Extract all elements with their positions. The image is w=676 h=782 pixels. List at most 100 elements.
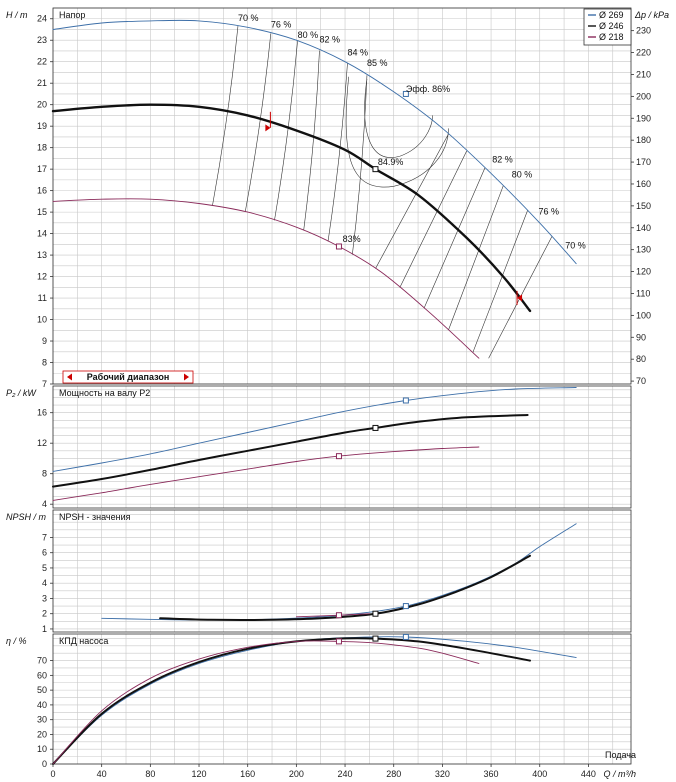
iso-efficiency-line	[303, 50, 320, 231]
y-axis-label: P₂ / kW	[6, 388, 37, 398]
x-tick-label: 200	[289, 769, 304, 779]
y-tick-label: 4	[42, 499, 47, 509]
y-tick-label: 15	[37, 207, 47, 217]
y-tick-label: 19	[37, 121, 47, 131]
panel-frame	[52, 633, 632, 765]
panel-head: 7 8 9 10 11 12 13 14 15 16 17 18 19 20 21 22 23 24 H / m На…	[6, 7, 669, 389]
y-tick-label: 18	[37, 143, 47, 153]
duty-point-marker	[372, 166, 379, 173]
x-axis-label: Q / m³/h	[603, 769, 636, 779]
series-line-218	[52, 198, 480, 359]
duty-point-marker	[402, 397, 409, 404]
y-right-tick-label: 70	[636, 376, 646, 386]
y-axis-label: η / %	[6, 636, 27, 646]
y-tick-label: 60	[37, 670, 47, 680]
y-tick-label: 10	[37, 315, 47, 325]
efficiency-label: 80 %	[512, 170, 533, 180]
x-tick-label: 400	[532, 769, 547, 779]
y-tick-label: 16	[37, 186, 47, 196]
y-tick-label: 24	[37, 14, 47, 24]
iso-efficiency-line	[472, 210, 528, 353]
series-line-269	[101, 523, 577, 621]
panel-frame	[52, 385, 632, 509]
x-tick-label: 320	[435, 769, 450, 779]
x-tick-label: 40	[97, 769, 107, 779]
y-tick-label: 20	[37, 729, 47, 739]
operating-range-label: Рабочий диапазон	[87, 372, 170, 382]
efficiency-label: 82 %	[492, 155, 513, 165]
iso-efficiency-loop	[345, 76, 449, 188]
series-line-218	[52, 640, 480, 765]
duty-point-marker	[335, 453, 342, 460]
y-tick-label: 11	[38, 293, 47, 303]
iso-efficiency-line	[244, 33, 272, 212]
arrow-right-icon	[184, 373, 189, 381]
duty-point-marker	[335, 243, 342, 250]
y-tick-label: 9	[42, 336, 47, 346]
efficiency-label: 80 %	[298, 30, 319, 40]
iso-efficiency-line	[212, 26, 239, 206]
y-tick-label: 3	[42, 593, 47, 603]
x-axis-caption: Подача	[605, 750, 636, 760]
iso-efficiency-line	[274, 40, 298, 221]
y-right-tick-label: 130	[636, 245, 651, 255]
y-right-tick-label: 180	[636, 135, 651, 145]
legend-label: Ø 269	[599, 10, 624, 20]
iso-efficiency-line	[375, 133, 449, 269]
y-tick-label: 12	[37, 438, 47, 448]
series-line-246	[52, 414, 529, 488]
y-axis-label: NPSH / m	[6, 512, 47, 522]
efficiency-label: 70 %	[565, 241, 586, 251]
y-tick-label: 6	[42, 548, 47, 558]
y-right-tick-label: 80	[636, 354, 646, 364]
series-line-269	[52, 19, 577, 265]
panel-npsh: 1 2 3 4 5 6 7 NPSH / m NPSH - значения	[6, 509, 632, 634]
y-tick-label: 17	[37, 164, 47, 174]
y-right-tick-label: 150	[636, 201, 651, 211]
panel-title: КПД насоса	[59, 636, 108, 646]
panel-title: Напор	[59, 10, 85, 20]
efficiency-label: 84 %	[347, 47, 368, 57]
iso-efficiency-line	[399, 150, 467, 288]
x-tick-label: 280	[386, 769, 401, 779]
panel-title: NPSH - значения	[59, 512, 131, 522]
x-tick-label: 80	[145, 769, 155, 779]
operating-range-box	[62, 370, 194, 384]
efficiency-label: 84.9%	[378, 157, 404, 167]
efficiency-label: Эфф. 86%	[406, 84, 450, 94]
y-right-tick-label: 230	[636, 26, 651, 36]
y-tick-label: 30	[37, 715, 47, 725]
duty-point-marker	[402, 633, 409, 640]
y-right-tick-label: 140	[636, 223, 651, 233]
y-right-tick-label: 120	[636, 267, 651, 277]
panel-efficiency: 0 10 20 30 40 50 60 70 η / % КПД насоса 0 40 80 120 16…	[6, 633, 636, 779]
arrow-left-icon	[67, 373, 72, 381]
y-right-tick-label: 200	[636, 91, 651, 101]
y-tick-label: 8	[42, 469, 47, 479]
y-right-tick-label: 210	[636, 69, 651, 79]
y-right-tick-label: 100	[636, 310, 651, 320]
y-tick-label: 21	[37, 78, 47, 88]
iso-efficiency-line	[448, 185, 504, 331]
duty-point-marker	[402, 90, 409, 97]
series-line-269	[52, 636, 577, 765]
y-tick-label: 50	[37, 685, 47, 695]
x-tick-label: 440	[581, 769, 596, 779]
duty-point-marker	[335, 612, 342, 619]
x-tick-label: 120	[192, 769, 207, 779]
iso-efficiency-line	[327, 63, 348, 242]
y-right-tick-label: 90	[636, 332, 646, 342]
x-tick-label: 0	[50, 769, 55, 779]
operating-range-max-arrow	[517, 294, 523, 302]
y-tick-label: 20	[37, 100, 47, 110]
y-tick-label: 2	[42, 609, 47, 619]
y-tick-label: 70	[37, 656, 47, 666]
y-right-tick-label: 170	[636, 157, 651, 167]
duty-point-marker	[372, 610, 379, 617]
series-line-246	[52, 637, 531, 765]
legend-label: Ø 246	[599, 21, 624, 31]
y-tick-label: 5	[42, 563, 47, 573]
efficiency-label: 85 %	[367, 58, 388, 68]
efficiency-label: 82 %	[319, 34, 340, 44]
